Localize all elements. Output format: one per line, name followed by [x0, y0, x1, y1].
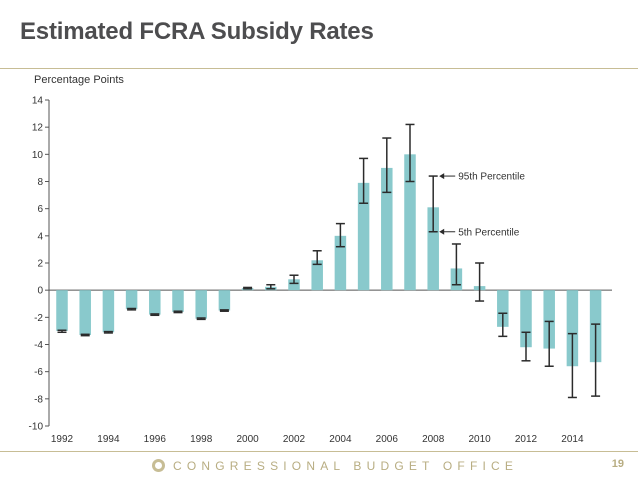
bar-1995 — [125, 290, 138, 310]
x-axis: 1992 1994 1996 1998 2000 2002 2004 2006 2008 2010… — [49, 289, 612, 445]
bar-1999 — [218, 290, 231, 311]
percentile-range-1998 — [196, 317, 206, 321]
x-tick-label: 2010 — [468, 434, 491, 445]
percentile-range-2008 — [428, 175, 438, 233]
y-tick-label: 8 — [37, 177, 43, 188]
x-tick-label: 2002 — [283, 434, 306, 445]
percentile-range-2006 — [382, 137, 392, 194]
percentile-range-2010 — [475, 262, 485, 302]
x-tick-label: 2008 — [422, 434, 445, 445]
bar-1998 — [195, 290, 207, 319]
percentile-range-1992 — [57, 329, 67, 334]
y-tick-label: -6 — [34, 367, 43, 378]
annotation-label: 95th Percentile — [458, 172, 525, 183]
footer-divider — [0, 451, 638, 452]
percentile-range-2014 — [567, 332, 577, 399]
bar-1993 — [79, 290, 91, 335]
y-tick-label: -8 — [34, 394, 43, 405]
percentile-range-2001 — [266, 283, 276, 290]
y-tick-label: 10 — [32, 150, 44, 161]
bar-2006 — [381, 167, 393, 291]
bar-1996 — [149, 290, 161, 315]
bar-2003 — [311, 260, 323, 291]
bar-2005 — [357, 182, 370, 291]
percentile-range-1994 — [103, 330, 113, 334]
bar-2002 — [288, 279, 300, 291]
slide-title: Estimated FCRA Subsidy Rates — [20, 18, 374, 45]
cbo-logo-icon — [152, 459, 165, 472]
percentile-range-2004 — [335, 222, 345, 248]
bar-2014 — [566, 290, 579, 367]
bar-2012 — [520, 290, 532, 348]
x-tick-label: 2014 — [561, 434, 584, 445]
annotations: 95th Percentile 5th Percentile — [439, 172, 525, 238]
percentile-range-2005 — [359, 157, 369, 204]
x-tick-label: 1994 — [97, 434, 120, 445]
percentile-range-1999 — [219, 309, 229, 312]
x-tick-label: 2000 — [236, 434, 259, 445]
percentile-range-1995 — [127, 307, 137, 311]
x-tick-label: 1992 — [51, 434, 74, 445]
percentile-range-1993 — [80, 333, 90, 337]
percentile-range-2003 — [312, 250, 322, 266]
annotation-arrow-icon — [439, 228, 445, 235]
y-tick-label: -2 — [34, 313, 43, 324]
y-tick-label: 2 — [37, 259, 43, 270]
x-tick-label: 1998 — [190, 434, 213, 445]
x-tick-label: 2004 — [329, 434, 352, 445]
percentile-range-2011 — [498, 312, 508, 338]
y-tick-label: 6 — [37, 204, 43, 215]
bar-1997 — [172, 290, 184, 312]
bar-2004 — [334, 235, 347, 291]
percentile-range-series — [57, 123, 601, 399]
annotation-arrow-icon — [439, 173, 445, 180]
percentile-range-2015 — [591, 323, 601, 397]
bar-2011 — [497, 290, 509, 327]
x-tick-label: 1996 — [144, 434, 167, 445]
y-tick-label: 0 — [37, 286, 43, 297]
bar-2008 — [427, 207, 439, 291]
y-tick-label: 14 — [32, 96, 44, 107]
percentile-range-2000 — [243, 286, 253, 290]
x-tick-label: 2006 — [376, 434, 399, 445]
subsidy-rate-chart: Percentage Points -10 -8 -6 -4 -2 0 2 4 6 8 10 12 14… — [29, 74, 612, 445]
x-tick-label: 2012 — [515, 434, 538, 445]
bar-series — [56, 154, 602, 367]
page-number: 19 — [611, 458, 624, 470]
percentile-range-2013 — [544, 320, 554, 367]
percentile-range-2009 — [451, 243, 461, 286]
y-tick-label: -4 — [34, 340, 43, 351]
bar-1992 — [56, 290, 68, 331]
percentile-range-2012 — [521, 331, 531, 362]
annotation-label: 5th Percentile — [458, 227, 520, 238]
y-tick-label: 12 — [32, 123, 44, 134]
percentile-range-2002 — [289, 274, 299, 285]
bar-2013 — [543, 290, 555, 349]
y-tick-label: 4 — [37, 231, 43, 242]
title-divider — [0, 68, 638, 69]
bar-1994 — [102, 290, 115, 333]
percentile-range-2007 — [405, 123, 415, 183]
y-tick-label: -10 — [29, 422, 44, 433]
y-axis-label: Percentage Points — [34, 74, 124, 86]
y-axis: -10 -8 -6 -4 -2 0 2 4 6 8 10 12 14 — [29, 96, 50, 433]
percentile-range-1996 — [150, 313, 160, 317]
bar-2007 — [404, 154, 416, 291]
percentile-range-1997 — [173, 310, 183, 314]
footer-organization: CONGRESSIONAL BUDGET OFFICE — [173, 459, 519, 473]
